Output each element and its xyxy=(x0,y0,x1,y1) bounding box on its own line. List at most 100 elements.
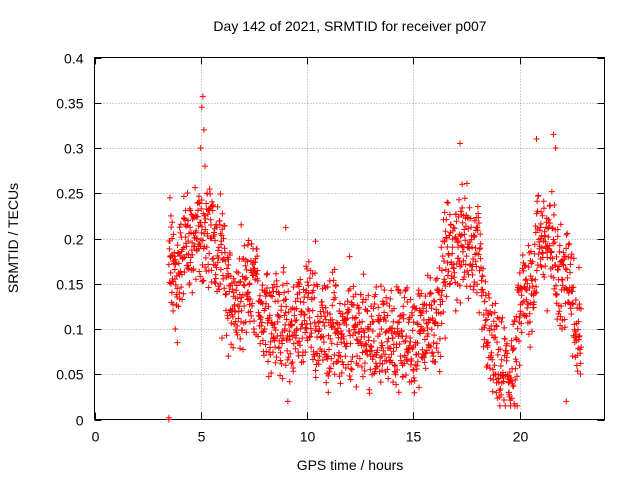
data-point xyxy=(397,353,404,360)
data-point xyxy=(379,342,386,349)
data-point xyxy=(525,242,532,249)
data-point xyxy=(545,224,552,231)
data-point xyxy=(526,318,533,325)
data-point xyxy=(237,345,244,352)
data-point xyxy=(331,266,338,273)
data-point xyxy=(532,276,539,283)
data-point xyxy=(222,258,229,265)
data-point xyxy=(255,333,262,340)
data-point xyxy=(440,279,447,286)
data-point xyxy=(285,288,292,295)
data-point xyxy=(518,329,525,336)
chart-title: Day 142 of 2021, SRMTID for receiver p00… xyxy=(213,18,486,34)
data-point xyxy=(176,224,183,231)
data-point xyxy=(457,232,464,239)
data-point xyxy=(476,244,483,251)
data-point xyxy=(206,250,213,257)
data-point xyxy=(451,225,458,232)
data-point xyxy=(352,330,359,337)
data-point xyxy=(327,365,334,372)
data-point xyxy=(219,335,225,342)
data-point xyxy=(335,349,342,356)
data-point xyxy=(286,328,293,335)
data-point xyxy=(563,266,570,273)
data-point xyxy=(354,352,361,359)
data-point xyxy=(212,275,219,282)
data-point xyxy=(282,296,289,303)
data-point xyxy=(377,379,384,386)
data-point xyxy=(173,259,180,266)
data-point xyxy=(338,369,345,376)
data-point xyxy=(556,308,563,315)
data-point xyxy=(508,337,515,344)
data-point xyxy=(574,326,581,333)
data-point xyxy=(257,340,264,347)
data-point xyxy=(437,301,444,308)
data-point xyxy=(463,180,470,187)
data-point xyxy=(566,240,573,247)
data-point xyxy=(375,312,382,319)
data-point xyxy=(508,374,515,381)
data-point xyxy=(269,284,276,291)
data-point xyxy=(550,236,557,243)
data-point xyxy=(415,287,422,294)
data-point xyxy=(403,333,410,340)
data-point xyxy=(341,301,348,308)
data-point xyxy=(469,271,476,278)
data-point xyxy=(217,281,224,288)
data-point xyxy=(436,335,443,342)
data-point xyxy=(225,256,232,263)
data-point xyxy=(190,267,197,274)
data-point xyxy=(199,93,206,100)
data-point xyxy=(228,320,235,327)
data-point xyxy=(242,262,249,269)
data-point xyxy=(356,310,363,317)
data-point xyxy=(411,389,418,396)
data-point xyxy=(459,219,466,226)
data-point xyxy=(199,237,206,244)
data-point xyxy=(309,356,316,363)
data-point xyxy=(560,249,567,256)
data-point xyxy=(400,303,407,310)
data-point xyxy=(306,334,313,341)
data-point xyxy=(444,259,451,266)
data-point xyxy=(448,272,455,279)
data-point xyxy=(526,310,533,317)
data-point xyxy=(293,327,300,334)
data-point xyxy=(256,292,263,299)
data-point xyxy=(481,324,488,331)
data-point xyxy=(442,283,449,290)
data-point xyxy=(219,257,226,264)
data-point xyxy=(383,300,390,307)
data-point xyxy=(423,308,430,315)
data-point xyxy=(443,293,450,300)
data-point xyxy=(410,319,417,326)
data-point xyxy=(561,324,568,331)
data-point xyxy=(270,281,277,288)
data-point xyxy=(514,325,521,332)
data-point xyxy=(343,321,350,328)
data-point xyxy=(264,270,271,277)
data-point xyxy=(550,274,557,281)
data-point xyxy=(464,267,471,274)
data-point xyxy=(482,292,489,299)
data-point xyxy=(531,299,538,306)
data-point xyxy=(269,349,276,356)
data-point xyxy=(568,311,575,318)
data-point xyxy=(243,266,250,273)
data-point xyxy=(573,362,580,369)
data-point xyxy=(422,365,429,372)
data-point xyxy=(420,305,427,312)
data-point xyxy=(304,337,311,344)
data-point xyxy=(246,281,253,288)
data-point xyxy=(568,251,575,258)
data-point xyxy=(398,327,405,334)
data-point xyxy=(456,258,463,265)
data-point xyxy=(381,309,388,316)
data-point xyxy=(265,303,272,310)
data-point xyxy=(238,221,245,228)
data-point xyxy=(217,190,224,197)
data-point xyxy=(198,229,205,236)
data-point xyxy=(226,288,233,295)
data-point xyxy=(482,322,489,329)
